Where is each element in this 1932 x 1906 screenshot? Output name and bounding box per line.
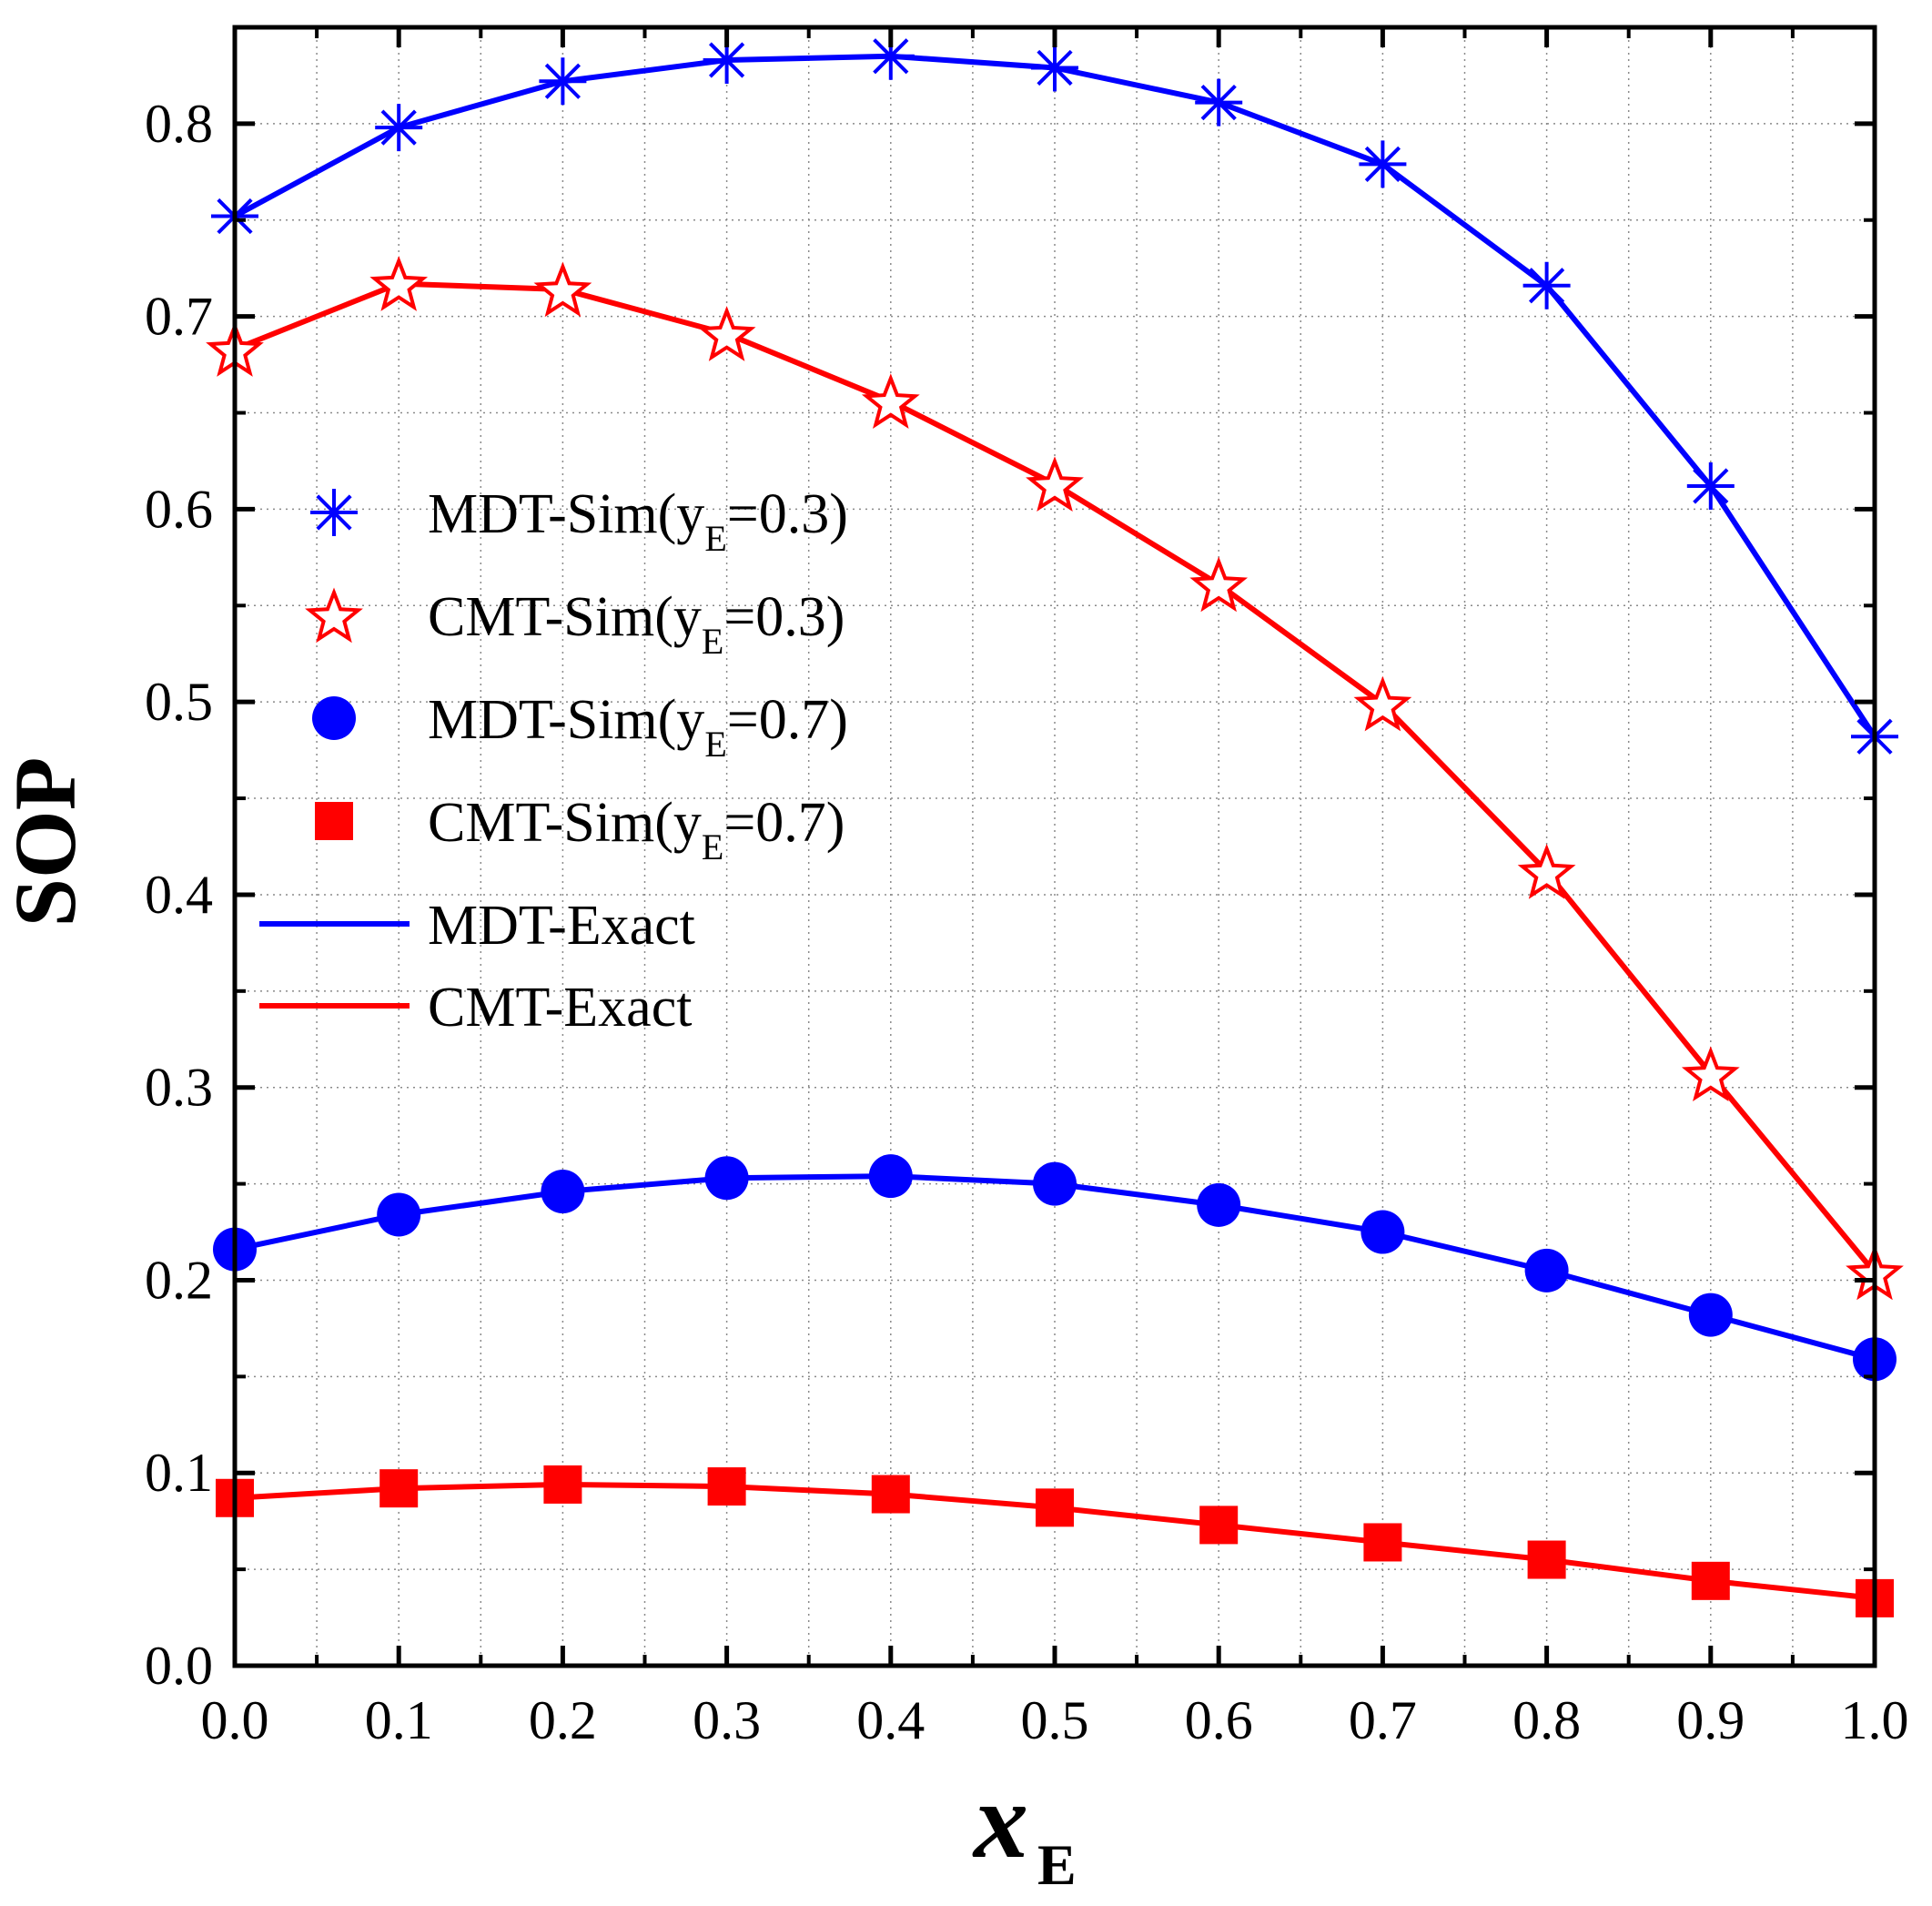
- x-tick-label: 0.2: [529, 1690, 597, 1750]
- data-point-circle: [1197, 1182, 1241, 1227]
- data-point-square: [1527, 1540, 1566, 1579]
- data-point-asterisk: [1031, 44, 1078, 92]
- data-point-asterisk: [1195, 78, 1243, 127]
- legend-label: MDT-Exact: [428, 895, 695, 957]
- legend-label-subscript: E: [704, 518, 726, 559]
- data-point-asterisk: [539, 57, 587, 106]
- legend-marker-asterisk-stroke: [316, 494, 352, 531]
- y-tick-label: 0.6: [145, 479, 213, 539]
- legend-label: CMT-Exact: [428, 977, 692, 1039]
- data-point-circle: [1033, 1161, 1077, 1206]
- legend-label-suffix: =0.3): [723, 586, 845, 648]
- data-point-asterisk-stroke: [873, 38, 909, 75]
- x-tick-label: 0.0: [201, 1690, 269, 1750]
- data-point-square: [1363, 1523, 1402, 1562]
- data-point-circle: [704, 1156, 749, 1201]
- data-point-circle: [377, 1192, 421, 1237]
- x-tick-label: 0.7: [1349, 1690, 1417, 1750]
- data-point-asterisk: [1686, 462, 1735, 510]
- x-tick-label: 0.3: [693, 1690, 761, 1750]
- x-tick-label: 0.6: [1185, 1690, 1253, 1750]
- legend-item: CMT-Exact: [259, 977, 692, 1039]
- y-tick-label: 0.3: [145, 1058, 213, 1118]
- data-point-asterisk-stroke: [380, 109, 417, 146]
- legend-label-suffix: =0.7): [727, 689, 848, 751]
- grid-lines: [235, 27, 1875, 1666]
- data-point-square: [707, 1467, 746, 1506]
- x-tick-label: 0.5: [1021, 1690, 1089, 1750]
- data-point-asterisk-stroke: [1693, 468, 1729, 504]
- data-point-star: [1026, 456, 1084, 512]
- legend-marker-circle: [312, 696, 356, 740]
- data-point-asterisk: [1359, 140, 1407, 188]
- legend-marker-asterisk: [310, 489, 358, 536]
- data-point-square: [1691, 1561, 1730, 1600]
- x-tick-label: 0.9: [1676, 1690, 1745, 1750]
- data-point-circle: [541, 1170, 585, 1214]
- x-tick-label: 0.4: [856, 1690, 925, 1750]
- data-point-square: [871, 1475, 910, 1514]
- data-point-circle: [1688, 1293, 1733, 1337]
- data-point-asterisk: [1522, 261, 1571, 309]
- x-tick-label: 0.8: [1512, 1690, 1581, 1750]
- data-point-asterisk: [375, 104, 423, 152]
- data-point-star: [1353, 675, 1412, 732]
- data-point-star: [1517, 843, 1576, 899]
- data-point-asterisk-stroke: [544, 63, 582, 99]
- data-point-circle: [1360, 1210, 1405, 1254]
- data-point-circle: [1524, 1248, 1569, 1293]
- data-point-star: [697, 306, 756, 361]
- legend-label-suffix: =0.7): [723, 792, 845, 854]
- data-point-square: [543, 1465, 582, 1504]
- data-point-square: [379, 1469, 419, 1508]
- data-point-asterisk-stroke: [1528, 268, 1565, 304]
- y-tick-label: 0.8: [145, 94, 213, 154]
- y-axis-title: SOP: [0, 757, 94, 928]
- data-point-asterisk-stroke: [1364, 146, 1401, 182]
- data-point-square: [1036, 1488, 1074, 1527]
- data-point-star: [533, 261, 592, 318]
- legend-label-subscript: E: [702, 826, 723, 867]
- x-axis-title: x E: [972, 1759, 1077, 1897]
- legend-marker-star: [305, 587, 363, 644]
- data-point-asterisk-stroke: [708, 42, 745, 78]
- y-tick-label: 0.1: [145, 1443, 213, 1503]
- x-axis-title-subscript: E: [1037, 1832, 1077, 1897]
- x-tick-label: 1.0: [1841, 1690, 1909, 1750]
- data-point-asterisk: [703, 36, 751, 84]
- x-axis-title-main: x: [972, 1759, 1028, 1881]
- y-tick-label: 0.2: [145, 1250, 213, 1310]
- data-point-asterisk-stroke: [1200, 84, 1237, 121]
- y-tick-label: 0.5: [145, 672, 213, 732]
- data-point-star: [861, 373, 920, 430]
- data-point-square: [1199, 1506, 1239, 1545]
- legend-label-subscript: E: [704, 724, 726, 765]
- legend-label-suffix: =0.3): [727, 483, 848, 545]
- legend-label-subscript: E: [702, 621, 723, 662]
- data-point-star: [1681, 1046, 1740, 1101]
- y-tick-label: 0.0: [145, 1636, 213, 1696]
- data-point-asterisk-stroke: [1037, 49, 1073, 86]
- legend-marker-square: [315, 802, 353, 840]
- legend-item: MDT-Exact: [259, 895, 695, 957]
- data-point-star: [1189, 556, 1249, 613]
- x-tick-label: 0.1: [365, 1690, 433, 1750]
- axes: 0.0 0.1 0.2 0.3 0.4 0.5 0.6 0.7 0.8 0.9 1.0 0.0 0.1 0…: [145, 25, 1909, 1750]
- y-tick-label: 0.7: [145, 287, 213, 347]
- y-tick-label: 0.4: [145, 865, 213, 925]
- data-point-star: [369, 256, 429, 311]
- data-point-circle: [868, 1154, 913, 1199]
